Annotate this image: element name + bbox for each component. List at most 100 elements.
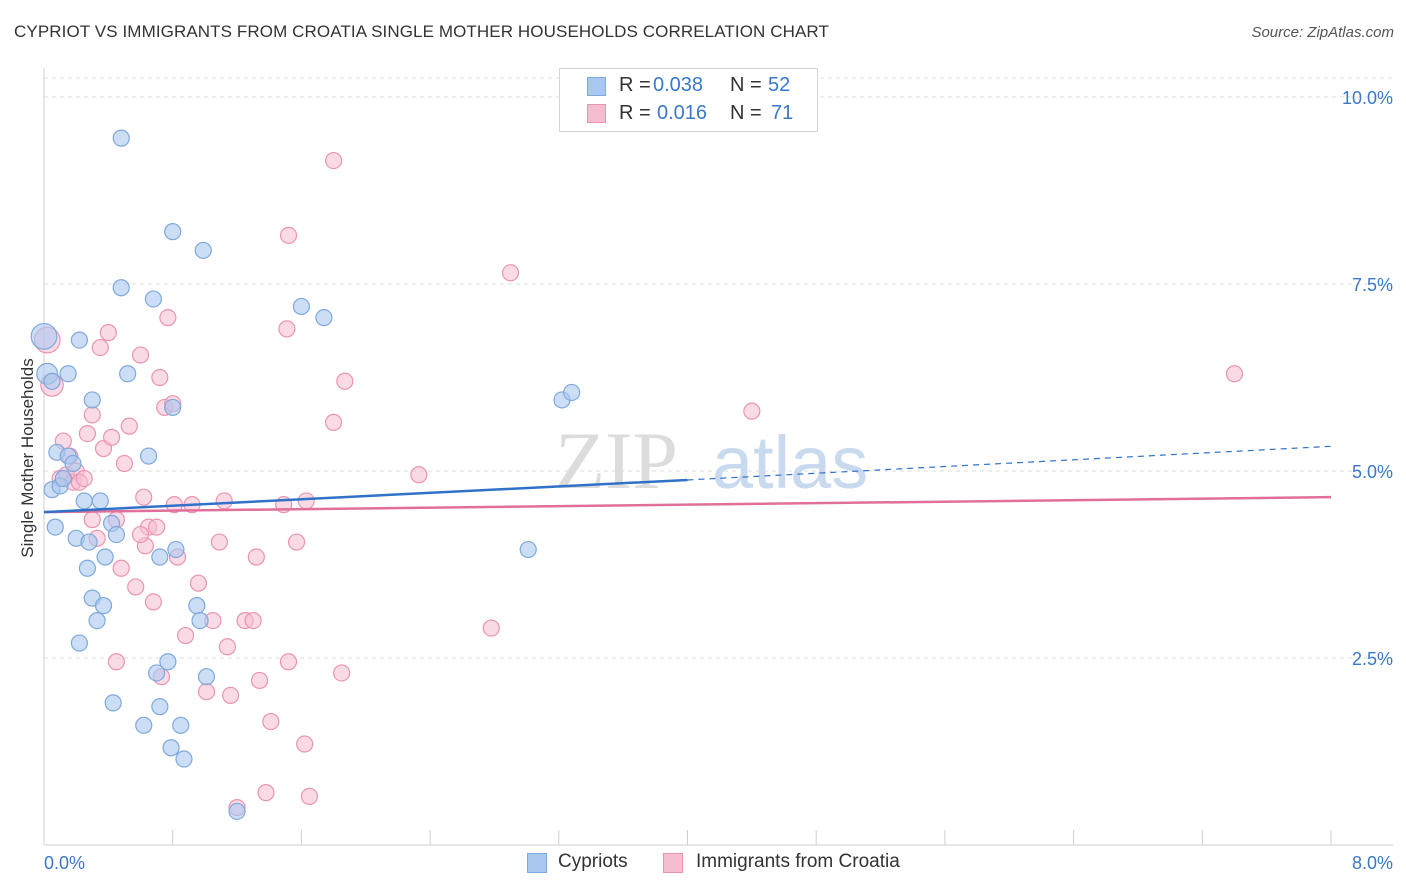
data-point-croatia (210, 533, 228, 551)
data-point-croatia (287, 533, 306, 551)
data-point-cypriots (172, 716, 190, 734)
data-point-cypriots (43, 372, 61, 390)
data-point-cypriots (135, 716, 153, 734)
stats-legend: R = 0.038 N = 52 R = 0.016 N = 71 (559, 68, 818, 132)
legend-swatch-cypriots (587, 77, 606, 96)
data-point-croatia (300, 787, 319, 805)
data-point-cypriots (292, 297, 310, 316)
watermark-zip: ZIP (555, 415, 678, 506)
chart-title: CYPRIOT VS IMMIGRANTS FROM CROATIA SINGL… (14, 22, 829, 41)
data-point-croatia (324, 413, 343, 431)
y-tick-label: 10.0% (1342, 88, 1393, 108)
bottom-legend-cypriots: Cypriots (558, 851, 628, 872)
data-point-cypriots (112, 279, 130, 297)
data-point-cypriots (54, 469, 72, 488)
data-point-cypriots (70, 634, 88, 652)
data-point-cypriots (78, 559, 97, 577)
data-point-croatia (262, 712, 280, 731)
data-point-cypriots (112, 129, 130, 147)
data-point-croatia (410, 466, 428, 484)
data-point-cypriots (94, 597, 113, 615)
series-cypriots-points (30, 129, 581, 820)
watermark: ZIP atlas (555, 415, 868, 506)
bottom-legend-croatia: Immigrants from Croatia (696, 851, 900, 872)
data-point-cypriots (563, 383, 581, 402)
legend-n-value: 52 (768, 74, 791, 96)
data-point-croatia (91, 338, 109, 357)
data-point-croatia (222, 686, 240, 705)
data-point-croatia (244, 611, 262, 630)
bottom-legend-swatch-croatia (663, 853, 683, 873)
bottom-legend-swatch-cypriots (527, 853, 547, 873)
data-point-croatia (78, 425, 97, 443)
data-point-cypriots (70, 331, 88, 349)
data-point-cypriots (80, 533, 98, 551)
data-point-croatia (148, 518, 166, 536)
data-point-croatia (278, 320, 296, 338)
data-point-croatia (279, 653, 298, 671)
tick-labels: 2.5% 5.0% 7.5% 10.0% 0.0% 8.0% (44, 88, 1393, 873)
data-point-cypriots (228, 802, 246, 820)
series-croatia-points (33, 151, 1244, 817)
legend-n-value: 71 (771, 102, 794, 124)
data-point-cypriots (148, 664, 166, 682)
data-point-croatia (218, 638, 236, 656)
legend-r-label: R = (619, 102, 651, 124)
data-point-croatia (102, 428, 121, 446)
trend-line-cypriots (43, 478, 688, 514)
data-point-cypriots (119, 365, 137, 383)
data-point-croatia (112, 559, 130, 577)
data-point-croatia (144, 593, 162, 611)
x-tick-label-max: 8.0% (1352, 853, 1393, 873)
data-point-croatia (247, 548, 265, 566)
data-point-croatia (159, 309, 177, 327)
data-point-cypriots (191, 611, 209, 630)
data-point-croatia (324, 151, 343, 170)
source-label: Source: ZipAtlas.com (1251, 24, 1394, 41)
data-point-cypriots (96, 548, 114, 566)
data-point-cypriots (164, 223, 182, 241)
legend-r-value: 0.038 (653, 74, 704, 96)
data-point-cypriots (104, 694, 122, 712)
data-point-cypriots (315, 309, 333, 327)
data-point-cypriots (197, 668, 216, 686)
data-point-cypriots (64, 454, 82, 473)
y-tick-label: 5.0% (1352, 462, 1393, 482)
data-point-cypriots (194, 241, 212, 259)
data-point-cypriots (91, 492, 109, 510)
data-point-cypriots (151, 698, 169, 716)
legend-r-value: 0.016 (657, 102, 708, 124)
data-point-cypriots (159, 653, 177, 671)
data-point-croatia (99, 324, 117, 342)
data-point-cypriots (139, 447, 158, 465)
data-point-cypriots (83, 391, 101, 409)
data-point-cypriots (175, 750, 193, 768)
grid-lines (44, 77, 1393, 659)
data-point-croatia (336, 372, 354, 390)
x-tick-label-min: 0.0% (44, 853, 85, 873)
data-point-croatia (83, 406, 101, 424)
data-point-croatia (189, 574, 208, 592)
watermark-atlas: atlas (712, 421, 868, 504)
data-point-croatia (197, 683, 216, 701)
data-point-croatia (333, 664, 351, 682)
data-point-croatia (127, 578, 145, 596)
data-point-cypriots (162, 739, 180, 757)
data-point-cypriots (88, 611, 106, 630)
data-point-cypriots (188, 597, 206, 615)
data-point-croatia (250, 671, 269, 690)
data-point-croatia (501, 264, 520, 282)
data-point-croatia (131, 525, 150, 544)
data-point-cypriots (164, 398, 182, 417)
data-point-croatia (176, 626, 195, 645)
data-point-cypriots (30, 322, 58, 350)
data-point-croatia (107, 653, 125, 671)
data-point-cypriots (59, 365, 77, 383)
data-point-croatia (75, 469, 93, 488)
legend-r-label: R = (619, 74, 651, 96)
legend-n-label: N = (730, 74, 762, 96)
y-tick-label: 2.5% (1352, 649, 1393, 669)
data-point-croatia (215, 492, 233, 510)
data-point-croatia (151, 368, 169, 387)
data-point-cypriots (151, 548, 169, 566)
